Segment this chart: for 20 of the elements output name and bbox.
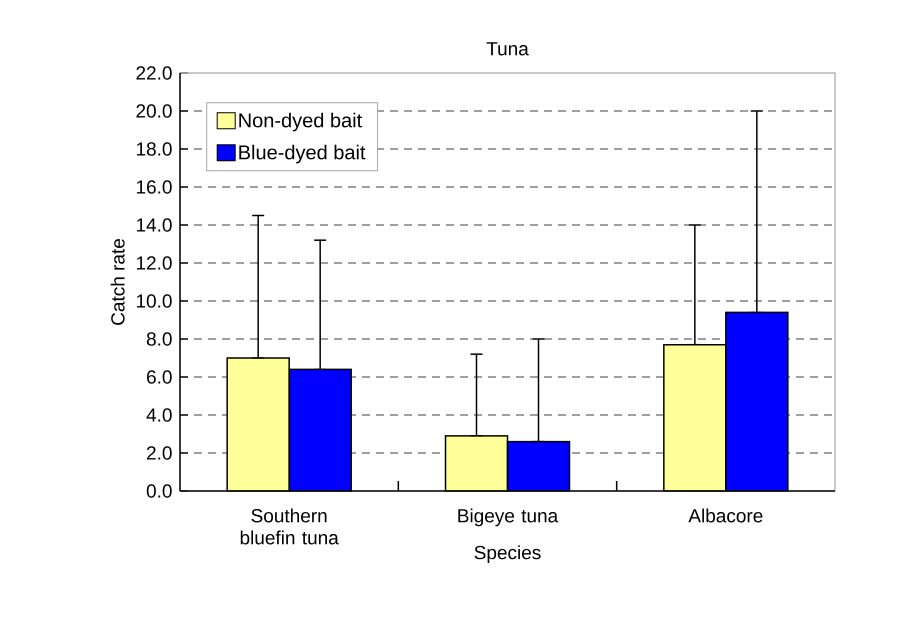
y-tick-label: 14.0 <box>136 218 172 232</box>
y-tick-label: 10.0 <box>136 294 172 308</box>
legend-label: Blue-dyed bait <box>239 144 366 164</box>
x-tick-label: Albacore <box>688 508 762 522</box>
x-axis-title: Species <box>474 545 541 564</box>
y-tick-label: 8.0 <box>146 332 172 346</box>
y-tick-label: 4.0 <box>146 408 172 422</box>
y-tick-label: 12.0 <box>136 256 172 270</box>
x-tick-label: Bigeye tuna <box>458 508 558 526</box>
y-axis-title: Catch rate <box>110 239 125 325</box>
y-tick-label: 0.0 <box>146 484 172 498</box>
y-tick-label: 20.0 <box>136 104 172 118</box>
y-tick-label: 2.0 <box>147 446 172 460</box>
y-tick-label: 18.0 <box>136 142 172 156</box>
y-tick-label: 22.0 <box>136 66 172 80</box>
x-tick-label: Southern bluefin tuna <box>240 508 339 544</box>
y-tick-label: 6.0 <box>147 370 172 384</box>
chart-title: Tuna <box>486 42 529 56</box>
legend-label: Non-dyed bait <box>239 112 362 132</box>
y-tick-label: 16.0 <box>136 180 172 194</box>
